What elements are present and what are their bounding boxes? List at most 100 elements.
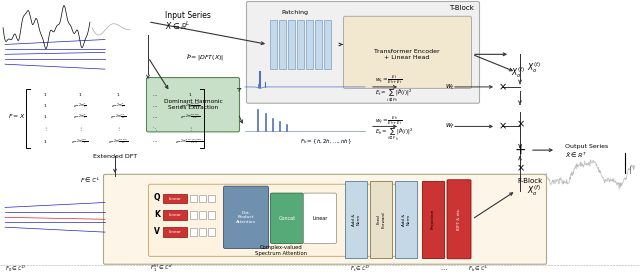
- Text: $\hat{P} = |DFT(X)|$: $\hat{P} = |DFT(X)|$: [186, 52, 224, 63]
- Text: $\times$: $\times$: [497, 121, 506, 132]
- Text: V: V: [154, 227, 160, 236]
- Text: F-Block: F-Block: [518, 178, 543, 184]
- Text: Feed
Forward: Feed Forward: [377, 211, 385, 228]
- Text: $\vdots$: $\vdots$: [78, 124, 82, 133]
- Bar: [370, 181, 392, 258]
- FancyBboxPatch shape: [447, 180, 471, 259]
- Text: Dot-
Product
Attention: Dot- Product Attention: [236, 211, 256, 224]
- Bar: [315, 20, 322, 69]
- Text: $1$: $1$: [116, 91, 120, 98]
- Text: Linear: Linear: [312, 216, 328, 221]
- Text: $w_f = \frac{E_h}{E_h+E_t}$: $w_f = \frac{E_h}{E_h+E_t}$: [375, 114, 403, 127]
- Text: $e^{-2\pi i\frac{2}{T}}$: $e^{-2\pi i\frac{2}{T}}$: [73, 112, 87, 121]
- Bar: [279, 20, 286, 69]
- Bar: [190, 195, 197, 202]
- Text: $1$: $1$: [43, 102, 47, 109]
- Text: $w_t = \frac{E_t}{E_h+E_t}$: $w_t = \frac{E_t}{E_h+E_t}$: [375, 73, 403, 86]
- Text: $X_o^{(t)}$: $X_o^{(t)}$: [527, 60, 541, 75]
- Text: Linear: Linear: [168, 213, 181, 217]
- Text: $X_o^{(f)}$: $X_o^{(f)}$: [527, 183, 541, 198]
- Text: $e^{-2\pi i\frac{2}{T}}$: $e^{-2\pi i\frac{2}{T}}$: [111, 101, 125, 110]
- Text: $E_t = \sum_{i\notin F_h}|\hat{P}(i)|^2$: $E_t = \sum_{i\notin F_h}|\hat{P}(i)|^2$: [375, 87, 412, 104]
- Text: Transformer Encoder
+ Linear Head: Transformer Encoder + Linear Head: [374, 49, 440, 60]
- Text: $\times$: $\times$: [497, 82, 506, 92]
- Text: Extended DFT: Extended DFT: [93, 153, 137, 159]
- FancyBboxPatch shape: [104, 174, 547, 264]
- Text: $F_h\in\mathbb{C}^L$: $F_h\in\mathbb{C}^L$: [468, 263, 488, 274]
- Bar: [163, 227, 187, 237]
- Text: Patching: Patching: [282, 10, 308, 15]
- Text: $\vdots$: $\vdots$: [116, 124, 120, 133]
- Text: $1$: $1$: [43, 138, 47, 145]
- FancyBboxPatch shape: [148, 184, 413, 256]
- FancyBboxPatch shape: [344, 16, 472, 88]
- Text: Linear: Linear: [168, 197, 181, 200]
- Text: K: K: [154, 210, 160, 219]
- Bar: [199, 211, 206, 219]
- Text: $X_o^{(t)}$: $X_o^{(t)}$: [511, 65, 525, 79]
- Text: $1$: $1$: [188, 91, 192, 98]
- Text: $\cdots$: $\cdots$: [440, 266, 447, 271]
- Text: $\cdots$: $\cdots$: [152, 139, 158, 143]
- Text: $1$: $1$: [78, 91, 82, 98]
- Text: $\vdots$: $\vdots$: [43, 124, 47, 133]
- Text: $w_f$: $w_f$: [445, 122, 455, 131]
- Text: Linear: Linear: [168, 230, 181, 234]
- Text: $\times$: $\times$: [516, 163, 524, 173]
- Text: $E_h = \sum_{i\in F_h}|\hat{P}(i)|^2$: $E_h = \sum_{i\in F_h}|\hat{P}(i)|^2$: [375, 127, 413, 143]
- Bar: [306, 20, 313, 69]
- Bar: [208, 211, 215, 219]
- Text: $e^{-2\pi i\frac{1}{T}}$: $e^{-2\pi i\frac{1}{T}}$: [73, 101, 87, 110]
- Text: $\cdots$: $\cdots$: [152, 93, 158, 97]
- Bar: [190, 228, 197, 236]
- Text: Add &
Norm: Add & Norm: [352, 213, 360, 225]
- Text: $F_t\in\mathbb{C}^D$: $F_t\in\mathbb{C}^D$: [350, 263, 370, 274]
- Text: $\vdots$: $\vdots$: [188, 124, 192, 133]
- Text: $F_0\in\mathbb{C}^D$: $F_0\in\mathbb{C}^D$: [5, 263, 26, 274]
- Bar: [288, 20, 295, 69]
- Bar: [270, 20, 277, 69]
- Text: $e^{-2\pi i\frac{(L-1)(N)(T-1)}{L\cdot T\cdot T}}$: $e^{-2\pi i\frac{(L-1)(N)(T-1)}{L\cdot T…: [175, 137, 205, 146]
- Text: Add &
Norm: Add & Norm: [402, 213, 410, 225]
- Text: $F_h=\{h,2h,\ldots,nh\}$: $F_h=\{h,2h,\ldots,nh\}$: [300, 137, 352, 146]
- Text: T-Block: T-Block: [449, 5, 474, 11]
- Text: Projection: Projection: [431, 209, 435, 229]
- Bar: [422, 181, 444, 258]
- Text: $+$: $+$: [514, 143, 526, 157]
- Text: Input Series: Input Series: [165, 11, 211, 20]
- Text: IDFT & etc.: IDFT & etc.: [457, 208, 461, 230]
- Text: $e^{-2\pi i\frac{N(T-1)}{L\cdot T}}$: $e^{-2\pi i\frac{N(T-1)}{L\cdot T}}$: [180, 112, 200, 121]
- Text: $e^{-2\pi i\frac{K(T-1)}{L\cdot T}}$: $e^{-2\pi i\frac{K(T-1)}{L\cdot T}}$: [180, 101, 200, 110]
- Text: $F=X$: $F=X$: [8, 112, 26, 120]
- Text: $\cdots$: $\cdots$: [152, 104, 158, 108]
- Bar: [297, 20, 304, 69]
- FancyBboxPatch shape: [271, 193, 303, 243]
- Text: $\hat{X} \in \mathbb{R}^T$: $\hat{X} \in \mathbb{R}^T$: [565, 150, 587, 160]
- Text: $X \in \mathbb{R}^L$: $X \in \mathbb{R}^L$: [165, 20, 191, 32]
- Text: $F_1^{(t)}\in\mathbb{C}^d$: $F_1^{(t)}\in\mathbb{C}^d$: [150, 263, 173, 274]
- Text: $e^{-2\pi i\frac{L-1}{T}}$: $e^{-2\pi i\frac{L-1}{T}}$: [72, 137, 88, 146]
- Bar: [199, 228, 206, 236]
- FancyBboxPatch shape: [246, 1, 479, 103]
- Bar: [163, 194, 187, 204]
- Text: $\cdots$: $\cdots$: [152, 115, 158, 119]
- Text: $e^{-2\pi i\frac{N(L-1)}{2T}}$: $e^{-2\pi i\frac{N(L-1)}{2T}}$: [108, 137, 128, 146]
- Bar: [208, 228, 215, 236]
- Text: $\times$: $\times$: [516, 119, 524, 130]
- Bar: [395, 181, 417, 258]
- Text: $F\in\mathbb{C}^L$: $F\in\mathbb{C}^L$: [79, 176, 100, 185]
- Text: $1$: $1$: [43, 91, 47, 98]
- FancyBboxPatch shape: [223, 186, 269, 248]
- Bar: [208, 195, 215, 202]
- Bar: [163, 210, 187, 220]
- Text: Concat: Concat: [278, 216, 296, 221]
- Text: Q: Q: [154, 193, 160, 202]
- FancyBboxPatch shape: [303, 193, 337, 243]
- Bar: [199, 195, 206, 202]
- Text: $e^{-2\pi i\frac{2\cdot2}{2T}}$: $e^{-2\pi i\frac{2\cdot2}{2T}}$: [110, 112, 126, 121]
- Bar: [324, 20, 331, 69]
- Text: $1$: $1$: [43, 113, 47, 120]
- Text: $\ddots$: $\ddots$: [152, 124, 158, 133]
- Text: Dominant Harmonic
Series Extraction: Dominant Harmonic Series Extraction: [164, 99, 222, 110]
- Text: Output Series: Output Series: [565, 144, 608, 149]
